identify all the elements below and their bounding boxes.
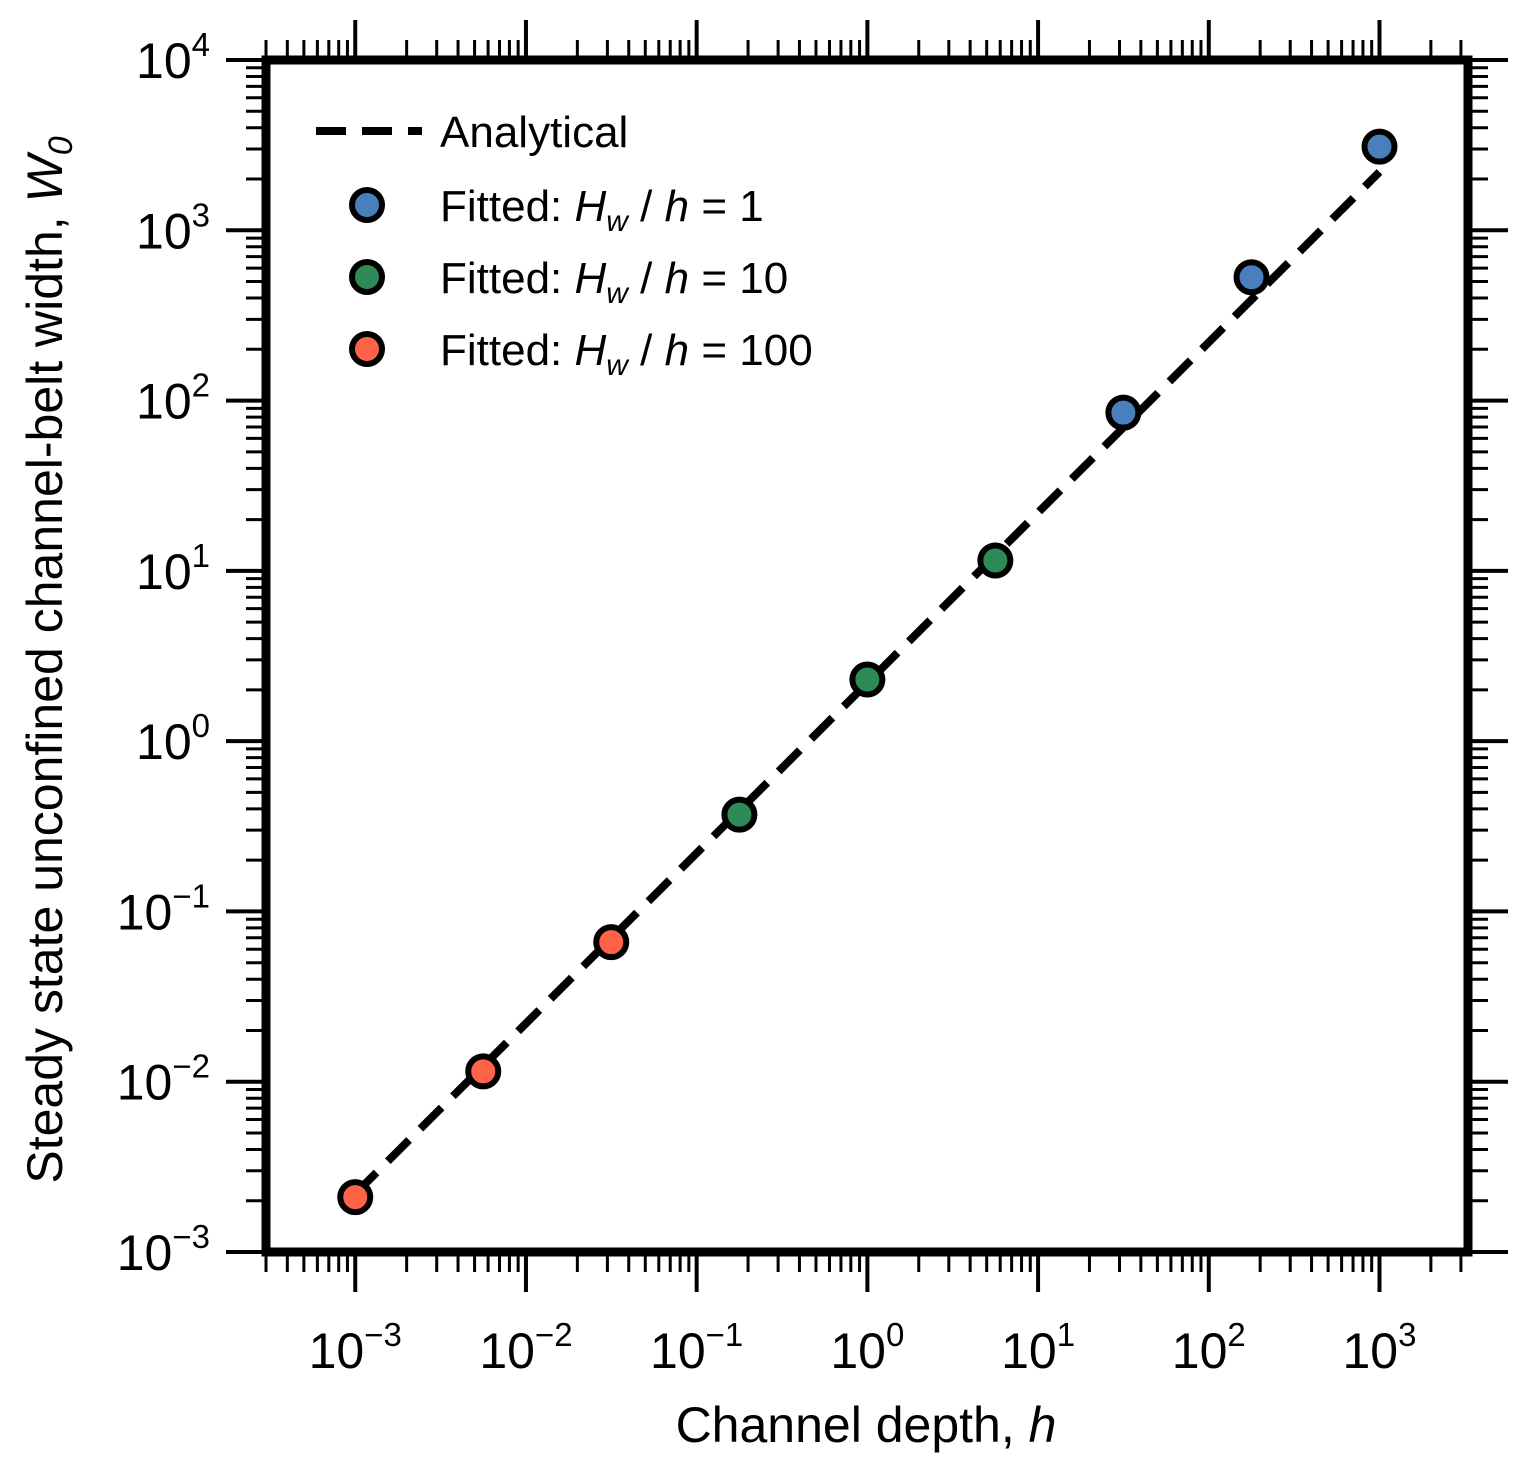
- y-tick-label: 10−3: [117, 1218, 210, 1281]
- legend-label: Analytical: [440, 108, 628, 157]
- legend-marker: [349, 259, 385, 295]
- data-point: [1105, 394, 1142, 431]
- legend-marker: [349, 331, 385, 367]
- legend: Analytical Fitted: Hw / h = 1 Fitted: Hw /…: [316, 108, 813, 382]
- x-tick-label: 102: [1172, 1316, 1246, 1379]
- x-tick-labels: 10−3 10−2 10−1 100 101 102 103: [309, 1316, 1417, 1379]
- data-points: [337, 128, 1398, 1216]
- legend-label: Fitted: Hw / h = 10: [440, 254, 788, 310]
- axis-ticks: [226, 20, 1508, 1292]
- legend-marker: [349, 187, 385, 223]
- y-tick-labels: 10−3 10−2 10−1 100 101 102 103 104: [117, 26, 210, 1281]
- data-point: [1361, 128, 1398, 165]
- data-point: [721, 796, 758, 833]
- analytical-line-group: [352, 169, 1383, 1197]
- data-point: [593, 924, 630, 961]
- plot-frame: [261, 55, 1473, 1257]
- x-axis-label: Channel depth, h: [676, 1397, 1057, 1453]
- y-axis-label: Steady state unconfined channel-belt wid…: [17, 136, 80, 1183]
- y-tick-label: 10−2: [117, 1048, 210, 1111]
- x-tick-label: 100: [830, 1316, 904, 1379]
- y-tick-label: 101: [136, 537, 210, 600]
- x-tick-label: 10−3: [309, 1316, 402, 1379]
- data-point: [465, 1053, 502, 1090]
- y-tick-label: 104: [136, 26, 210, 89]
- legend-label: Fitted: Hw / h = 100: [440, 326, 813, 382]
- data-point: [977, 542, 1014, 579]
- y-tick-label: 100: [136, 707, 210, 770]
- y-tick-label: 102: [136, 367, 210, 430]
- x-tick-label: 103: [1342, 1316, 1416, 1379]
- legend-label: Fitted: Hw / h = 1: [440, 182, 764, 238]
- analytical-line: [352, 169, 1383, 1197]
- data-point: [337, 1179, 374, 1216]
- x-tick-label: 101: [1001, 1316, 1075, 1379]
- y-tick-label: 103: [136, 196, 210, 259]
- x-tick-label: 10−2: [479, 1316, 572, 1379]
- data-point: [849, 661, 886, 698]
- data-point: [1233, 259, 1270, 296]
- y-tick-label: 10−1: [117, 877, 210, 940]
- x-tick-label: 10−1: [650, 1316, 743, 1379]
